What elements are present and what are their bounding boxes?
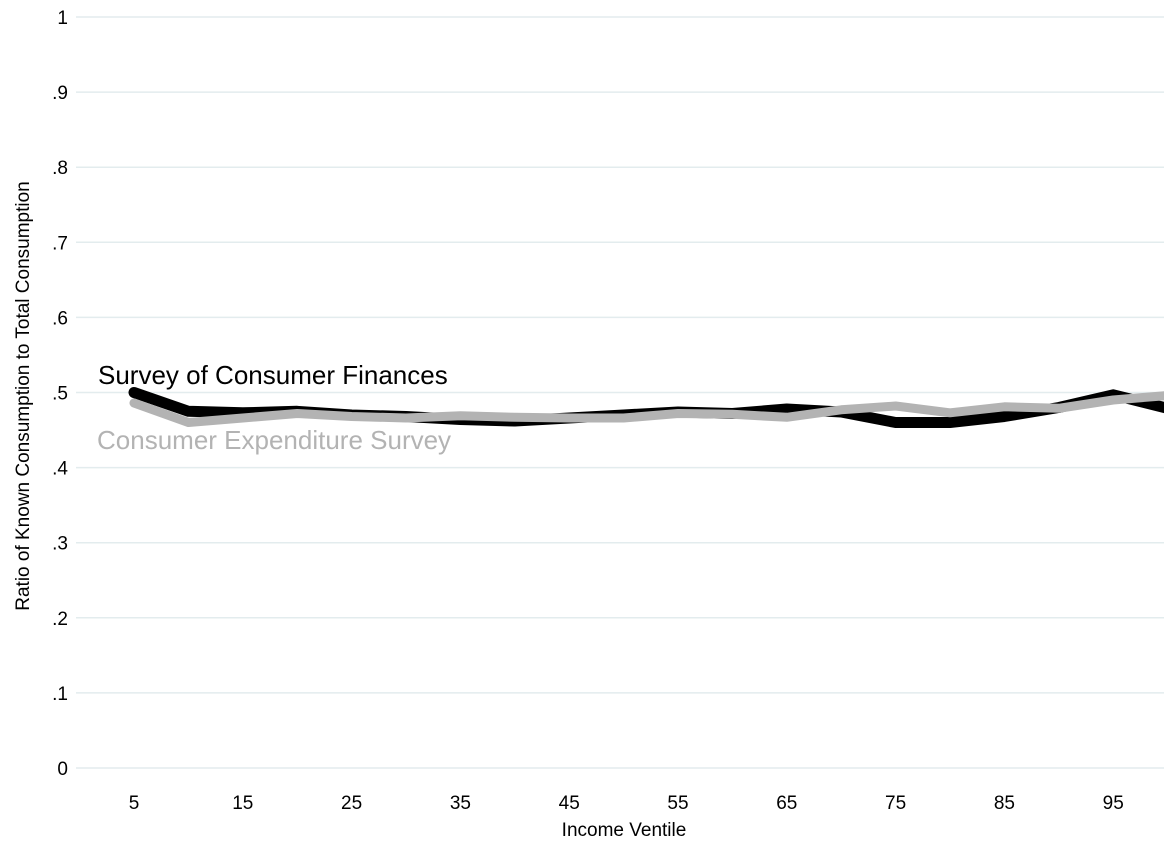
y-tick-label: .6 <box>52 308 68 329</box>
x-axis: 5 15 25 35 45 55 65 75 85 95 <box>129 793 1124 814</box>
y-tick-label: .4 <box>52 459 68 480</box>
y-tick-label: .8 <box>52 158 68 179</box>
y-axis: 0 .1 .2 .3 .4 .5 .6 .7 .8 .9 1 <box>52 8 68 780</box>
y-tick-label: .3 <box>52 534 68 555</box>
x-tick-label: 95 <box>1103 793 1124 814</box>
x-tick-label: 25 <box>341 793 362 814</box>
y-tick-label: .5 <box>52 384 68 405</box>
y-tick-label: .7 <box>52 233 68 254</box>
gridlines <box>76 16 1164 769</box>
x-tick-label: 15 <box>232 793 253 814</box>
series-label-scf: Survey of Consumer Finances <box>98 360 448 390</box>
y-axis-title: Ratio of Known Consumption to Total Cons… <box>13 181 34 611</box>
x-tick-label: 65 <box>776 793 797 814</box>
y-tick-label: .2 <box>52 609 68 630</box>
x-tick-label: 55 <box>667 793 688 814</box>
y-tick-label: 1 <box>57 8 68 29</box>
x-tick-label: 35 <box>450 793 471 814</box>
series-label-ces: Consumer Expenditure Survey <box>97 425 451 455</box>
x-tick-label: 5 <box>129 793 140 814</box>
y-tick-label: .1 <box>52 684 68 705</box>
series-line-ces <box>129 391 1164 427</box>
y-tick-label: 0 <box>57 759 68 780</box>
x-tick-label: 45 <box>559 793 580 814</box>
series-group <box>128 387 1164 428</box>
x-tick-label: 75 <box>885 793 906 814</box>
x-axis-title: Income Ventile <box>562 820 687 841</box>
y-tick-label: .9 <box>52 83 68 104</box>
x-tick-label: 85 <box>994 793 1015 814</box>
